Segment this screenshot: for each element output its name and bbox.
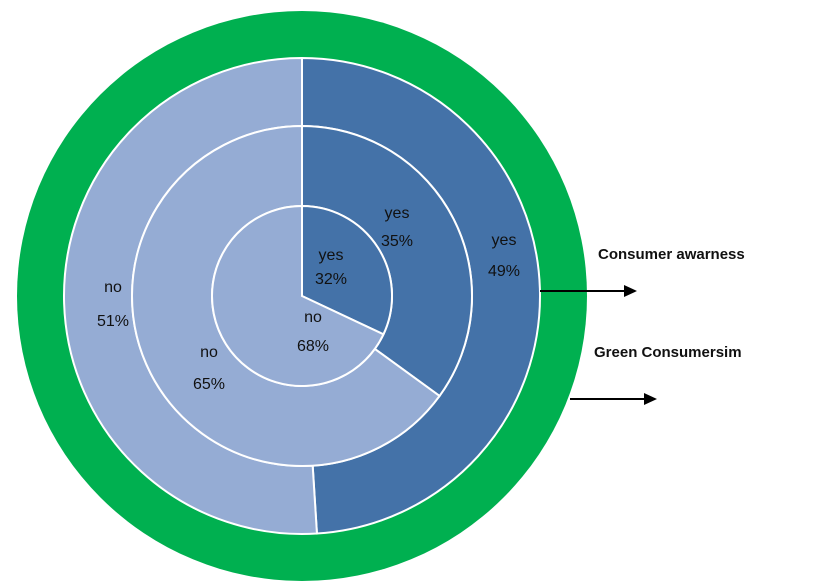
label-middle-no-pct: 65% [193, 376, 225, 393]
label-inner-yes-category: yes [319, 247, 344, 264]
label-outer-no-category: no [104, 279, 122, 296]
slice-inner-no [211, 204, 385, 387]
label-outer-yes-category: yes [492, 232, 517, 249]
slice-inner-yes [301, 204, 393, 336]
label-middle-yes-category: yes [385, 205, 410, 222]
annotation-label-green-consumerism: Green Consumersim [594, 344, 742, 361]
annotation-label-consumer-awareness: Consumer awarness [598, 246, 745, 263]
rings-group [63, 56, 541, 535]
label-middle-yes-pct: 35% [381, 233, 413, 250]
label-inner-yes-pct: 32% [315, 271, 347, 288]
annotation-green-consumerism: Green Consumersim [570, 344, 742, 405]
annotation-consumer-awareness: Consumer awarness [540, 246, 745, 297]
label-inner-no-category: no [304, 309, 322, 326]
label-middle-no-category: no [200, 344, 218, 361]
label-outer-yes-pct: 49% [488, 263, 520, 280]
label-inner-no-pct: 68% [297, 338, 329, 355]
slice-labels: yes 49% no 51% yes 35% no 65% yes 32% no 68% [97, 205, 520, 393]
label-outer-no-pct: 51% [97, 313, 129, 330]
arrow-head-green-consumerism [644, 393, 657, 405]
arrow-head-consumer-awareness [624, 285, 637, 297]
